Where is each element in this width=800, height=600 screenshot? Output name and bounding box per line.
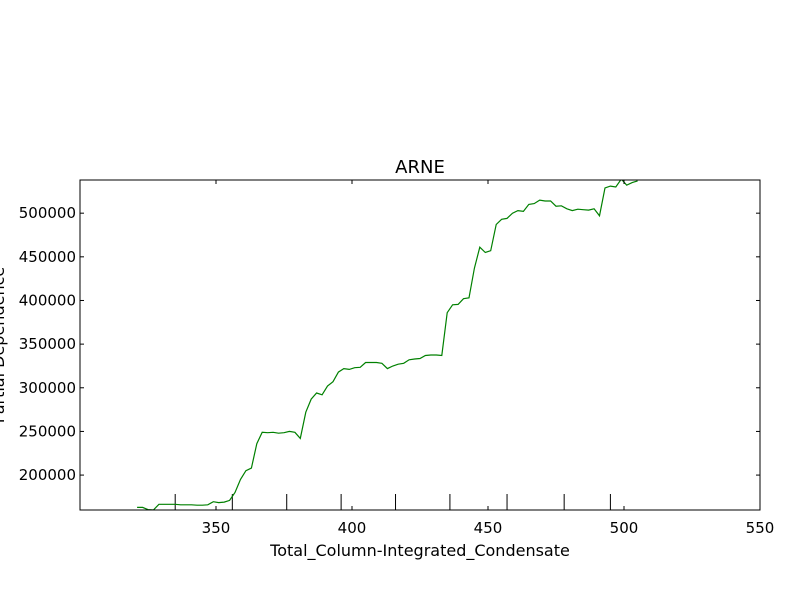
- y-tick-label-4: 400000: [19, 291, 76, 309]
- y-axis: 200000 250000 300000 350000 400000 450000 5000…: [19, 204, 760, 484]
- y-tick-label-6: 500000: [19, 204, 76, 222]
- x-tick-label-2: 450: [474, 519, 503, 537]
- y-tick-label-1: 250000: [19, 422, 76, 440]
- y-tick-label-0: 200000: [19, 466, 76, 484]
- x-tick-label-3: 500: [610, 519, 639, 537]
- y-tick-label-2: 300000: [19, 379, 76, 397]
- x-axis: 350 400 450 500 550: [202, 180, 775, 537]
- x-tick-label-1: 400: [338, 519, 367, 537]
- y-tick-label-3: 350000: [19, 335, 76, 353]
- rug-marks: [174, 494, 611, 510]
- chart-title: ARNE: [395, 157, 445, 178]
- y-axis-label: Partial Dependence: [0, 267, 8, 423]
- x-tick-label-4: 550: [746, 519, 775, 537]
- y-tick-label-5: 450000: [19, 248, 76, 266]
- plot-area: [80, 180, 760, 510]
- series-lines: [137, 180, 638, 510]
- x-tick-label-0: 350: [202, 519, 231, 537]
- series-line-0: [137, 180, 638, 510]
- x-axis-label: Total_Column-Integrated_Condensate: [269, 541, 570, 561]
- plot-frame: [79, 179, 761, 511]
